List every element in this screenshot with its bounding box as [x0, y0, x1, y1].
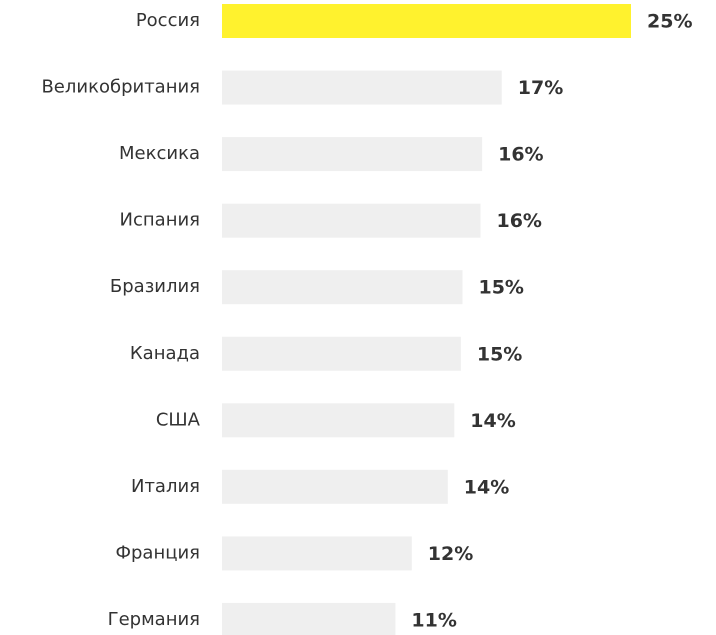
value-label: 15%	[477, 343, 522, 365]
value-label: 11%	[411, 609, 456, 631]
category-label: Великобритания	[41, 77, 200, 98]
category-label: США	[156, 409, 201, 430]
value-label: 16%	[498, 144, 543, 166]
bar	[222, 403, 455, 438]
category-label: Германия	[108, 609, 200, 630]
bar	[222, 203, 481, 238]
category-label: Испания	[120, 210, 200, 231]
bar	[222, 270, 463, 305]
bar	[222, 137, 483, 172]
bar	[222, 602, 396, 635]
category-label: Канада	[130, 343, 200, 364]
bar	[222, 536, 412, 571]
bar	[222, 4, 631, 38]
value-label: 14%	[470, 410, 515, 432]
value-label: 14%	[464, 476, 509, 498]
value-label: 12%	[428, 543, 473, 565]
value-label: 15%	[478, 277, 523, 299]
value-label: 17%	[518, 77, 563, 99]
bar	[222, 336, 461, 371]
category-label: Бразилия	[110, 276, 200, 297]
category-label: Италия	[131, 476, 200, 497]
value-label: 16%	[496, 210, 541, 232]
category-label: Россия	[136, 10, 200, 31]
value-label: 25%	[647, 11, 692, 33]
bar	[222, 70, 502, 105]
bar	[222, 469, 448, 504]
category-label: Мексика	[119, 143, 200, 164]
category-label: Франция	[116, 542, 201, 563]
